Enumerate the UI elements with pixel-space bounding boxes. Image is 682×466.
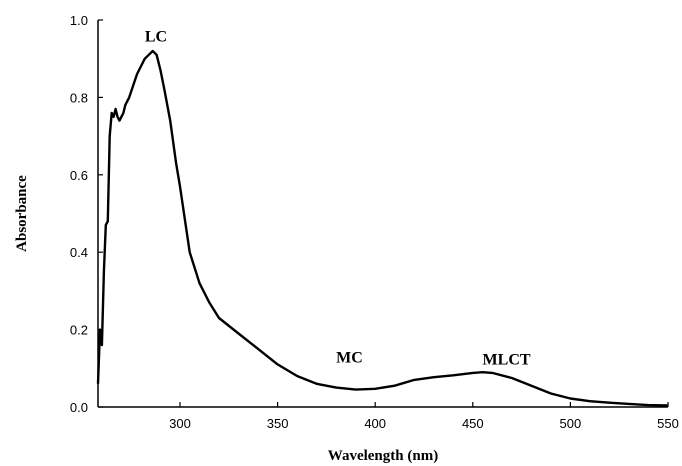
x-tick-label: 300 <box>169 416 191 431</box>
y-tick-label: 0.0 <box>70 400 88 415</box>
y-axis-title: Absorbance <box>14 175 30 252</box>
absorbance-series-line <box>96 49 669 407</box>
ticks-layer: 300 350 400 450 500 550 0.0 0.2 0.4 0.6 0.8 1.0 <box>70 13 679 431</box>
y-tick-label: 0.6 <box>70 168 88 183</box>
y-tick-label: 0.2 <box>70 323 88 338</box>
y-tick-label: 1.0 <box>70 13 88 28</box>
x-axis-title: Wavelength (nm) <box>328 448 438 464</box>
x-tick-label: 500 <box>560 416 582 431</box>
x-tick-label: 450 <box>462 416 484 431</box>
x-tick-label: 350 <box>267 416 289 431</box>
annotation-mlct: MLCT <box>483 351 531 368</box>
y-tick-label: 0.8 <box>70 90 88 105</box>
x-tick-label: 550 <box>657 416 679 431</box>
annotation-lc: LC <box>145 28 167 45</box>
y-tick-label: 0.4 <box>70 245 88 260</box>
x-tick-label: 400 <box>364 416 386 431</box>
annotation-mc: MC <box>336 349 363 366</box>
